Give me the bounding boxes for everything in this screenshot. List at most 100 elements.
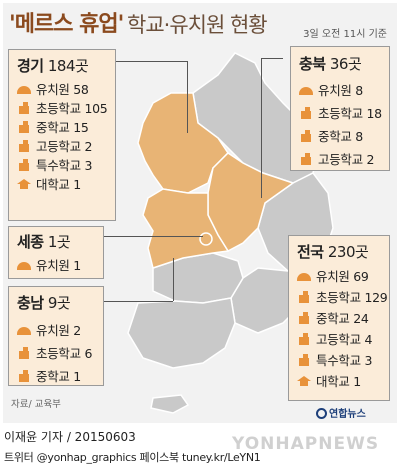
item-label: 유치원 69 (316, 269, 369, 284)
logo-text: 연합뉴스 (329, 409, 366, 420)
school-icon (297, 290, 311, 303)
school-icon (297, 332, 311, 345)
kindergarten-icon (17, 259, 31, 271)
list-item: 고등학교 2 (17, 136, 115, 155)
region-box-sejong: 세종 1곳 유치원 1 (8, 226, 104, 279)
korea-map (127, 52, 357, 414)
region-name: 충북 (299, 55, 326, 73)
yonhap-logo: 연합뉴스 (316, 405, 366, 420)
region-name: 세종 (17, 233, 44, 251)
region-heading-national: 전국 230곳 (297, 241, 389, 262)
school-icon (299, 129, 313, 142)
chungnam-region (142, 188, 230, 269)
watermark: YONHAPNEWS (232, 434, 380, 454)
region-box-national: 전국 230곳 유치원 69 초등학교 129 중학교 24 고등학교 4 특수… (288, 235, 390, 401)
leader-line-chungnam (103, 301, 153, 302)
school-icon (17, 158, 31, 171)
item-label: 중학교 24 (316, 311, 369, 326)
item-label: 유치원 1 (36, 258, 81, 273)
leader-line-sejong (103, 236, 203, 237)
leader-line-chungnam-h2 (153, 301, 173, 302)
map-canvas: '메르스 휴업' 학교·유치원 현황 3일 오전 11시 기준 경기 184곳 … (3, 3, 397, 423)
sejong-region (199, 232, 213, 246)
list-item: 고등학교 4 (297, 328, 389, 349)
region-count: 184곳 (47, 57, 89, 75)
leader-line-chungnam-v (173, 258, 174, 301)
region-name: 전국 (297, 243, 324, 261)
leader-line-chungbuk-v (261, 58, 262, 198)
school-icon (17, 120, 31, 133)
region-count: 230곳 (327, 243, 369, 261)
item-label: 대학교 1 (316, 374, 361, 389)
school-icon (297, 353, 311, 366)
item-label: 유치원 58 (36, 82, 89, 97)
region-box-chungnam: 충남 9곳 유치원 2 초등학교 6 중학교 1 (8, 286, 104, 386)
item-label: 유치원 8 (318, 83, 363, 98)
list-item: 대학교 1 (17, 174, 115, 193)
region-name: 경기 (17, 57, 44, 75)
list-item: 유치원 2 (17, 318, 103, 341)
graduation-cap-icon (297, 375, 311, 387)
item-label: 특수학교 3 (316, 353, 373, 368)
kindergarten-icon (17, 324, 31, 336)
leader-line-gyeonggi-v (187, 61, 188, 133)
title-sub: 학교·유치원 현황 (127, 13, 268, 37)
region-heading-chungnam: 충남 9곳 (17, 292, 103, 313)
item-label: 중학교 15 (36, 120, 89, 135)
region-box-chungbuk: 충북 36곳 유치원 8 초등학교 18 중학교 8 고등학교 2 (290, 46, 390, 171)
kindergarten-icon (17, 83, 31, 95)
region-heading-sejong: 세종 1곳 (17, 231, 103, 252)
list-item: 중학교 24 (297, 307, 389, 328)
item-label: 초등학교 129 (316, 290, 388, 305)
leader-line-gyeonggi (115, 61, 187, 62)
region-count: 1곳 (47, 233, 71, 251)
item-label: 고등학교 2 (36, 139, 93, 154)
yonhap-logo-icon (316, 408, 327, 419)
graduation-cap-icon (17, 178, 31, 190)
list-item: 초등학교 105 (17, 98, 115, 117)
school-icon (17, 101, 31, 114)
list-item: 유치원 58 (17, 79, 115, 98)
item-label: 고등학교 4 (316, 332, 373, 347)
item-label: 중학교 8 (318, 129, 363, 144)
kindergarten-icon (297, 270, 311, 282)
social-links: 트위터 @yonhap_graphics 페이스북 tuney.kr/LeYN1 (4, 451, 261, 464)
school-icon (17, 346, 31, 359)
source-note: 자료/ 교육부 (11, 399, 61, 410)
list-item: 중학교 1 (17, 364, 103, 387)
leader-line-chungbuk (261, 58, 283, 59)
item-label: 유치원 2 (36, 323, 81, 338)
region-name: 충남 (17, 294, 44, 312)
title-main: '메르스 휴업' (9, 12, 124, 37)
region-count: 9곳 (47, 294, 71, 312)
list-item: 초등학교 129 (297, 286, 389, 307)
list-item: 유치원 8 (299, 78, 389, 101)
list-item: 유치원 1 (17, 255, 103, 274)
school-icon (299, 152, 313, 165)
list-item: 중학교 15 (17, 117, 115, 136)
region-box-gyeonggi: 경기 184곳 유치원 58 초등학교 105 중학교 15 고등학교 2 특수… (8, 49, 116, 221)
item-label: 초등학교 6 (36, 346, 93, 361)
region-heading-chungbuk: 충북 36곳 (299, 53, 389, 74)
item-label: 초등학교 18 (318, 106, 382, 121)
jeonnam-region (127, 297, 236, 369)
school-icon (17, 139, 31, 152)
jeju-region (150, 394, 190, 414)
list-item: 고등학교 2 (299, 147, 389, 170)
region-count: 36곳 (329, 55, 362, 73)
list-item: 중학교 8 (299, 124, 389, 147)
item-label: 고등학교 2 (318, 152, 375, 167)
item-label: 대학교 1 (36, 177, 81, 192)
kindergarten-icon (299, 84, 313, 96)
reporter-credit: 이재윤 기자 / 20150603 (4, 430, 136, 444)
list-item: 초등학교 18 (299, 101, 389, 124)
item-label: 초등학교 105 (36, 101, 108, 116)
school-icon (297, 311, 311, 324)
item-label: 중학교 1 (36, 369, 81, 384)
list-item: 초등학교 6 (17, 341, 103, 364)
item-label: 특수학교 3 (36, 158, 93, 173)
region-heading-gyeonggi: 경기 184곳 (17, 55, 115, 76)
list-item: 특수학교 3 (17, 155, 115, 174)
list-item: 특수학교 3 (297, 349, 389, 370)
